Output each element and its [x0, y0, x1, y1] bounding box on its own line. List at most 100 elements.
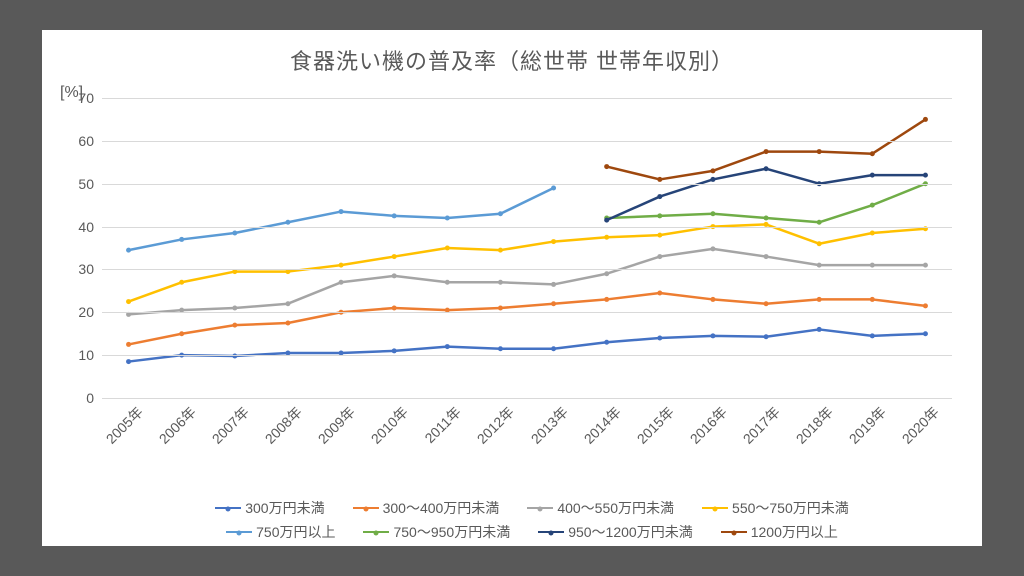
x-tick-label: 2016年 [681, 398, 731, 448]
series-marker [392, 273, 397, 278]
series-line [129, 249, 926, 315]
series-marker [817, 220, 822, 225]
x-tick-label: 2014年 [575, 398, 625, 448]
series-marker [392, 213, 397, 218]
series-marker [870, 151, 875, 156]
y-tick-label: 50 [64, 176, 102, 192]
series-marker [551, 346, 556, 351]
legend-swatch [538, 531, 564, 533]
series-line [129, 293, 926, 344]
series-marker [232, 306, 237, 311]
chart-panel: 食器洗い機の普及率（総世帯 世帯年収別） [%] 010203040506070… [42, 30, 982, 546]
series-marker [710, 168, 715, 173]
legend-marker [713, 507, 718, 512]
gridline [102, 312, 952, 313]
legend-label: 1200万円以上 [751, 522, 838, 542]
series-marker [657, 254, 662, 259]
x-tick-label: 2019年 [840, 398, 890, 448]
series-marker [710, 211, 715, 216]
series-marker [923, 263, 928, 268]
series-line [129, 188, 554, 250]
series-marker [604, 164, 609, 169]
legend-item: 750～950万円未満 [363, 522, 510, 542]
series-marker [604, 271, 609, 276]
legend-item: 1200万円以上 [721, 522, 838, 542]
series-marker [126, 342, 131, 347]
series-marker [179, 280, 184, 285]
series-marker [764, 334, 769, 339]
legend-swatch [721, 531, 747, 533]
series-marker [870, 173, 875, 178]
series-marker [923, 303, 928, 308]
series-marker [126, 299, 131, 304]
x-tick-label: 2005年 [97, 398, 147, 448]
series-marker [710, 177, 715, 182]
x-tick-label: 2007年 [203, 398, 253, 448]
legend-marker [374, 531, 379, 536]
series-marker [710, 246, 715, 251]
legend-label: 550～750万円未満 [732, 498, 849, 518]
legend-label: 400～550万円未満 [557, 498, 674, 518]
series-marker [445, 344, 450, 349]
legend-marker [237, 531, 242, 536]
legend-marker [226, 507, 231, 512]
series-marker [817, 327, 822, 332]
legend-swatch [226, 531, 252, 533]
series-marker [604, 218, 609, 223]
y-tick-label: 40 [64, 219, 102, 235]
gridline [102, 355, 952, 356]
gridline [102, 98, 952, 99]
series-marker [498, 211, 503, 216]
legend-item: 300～400万円未満 [353, 498, 500, 518]
series-marker [817, 149, 822, 154]
series-marker [870, 263, 875, 268]
gridline [102, 398, 952, 399]
x-tick-label: 2015年 [628, 398, 678, 448]
y-tick-label: 20 [64, 304, 102, 320]
legend-swatch [353, 507, 379, 509]
y-tick-label: 10 [64, 347, 102, 363]
series-marker [710, 297, 715, 302]
series-marker [764, 216, 769, 221]
legend-item: 300万円未満 [215, 498, 324, 518]
y-tick-label: 0 [64, 390, 102, 406]
series-line [129, 329, 926, 361]
series-marker [657, 336, 662, 341]
legend-label: 950～1200万円未満 [568, 522, 693, 542]
series-marker [817, 263, 822, 268]
legend-marker [731, 531, 736, 536]
gridline [102, 227, 952, 228]
series-marker [604, 235, 609, 240]
legend-label: 750万円以上 [256, 522, 335, 542]
series-marker [657, 233, 662, 238]
legend-item: 950～1200万円未満 [538, 522, 693, 542]
legend-item: 400～550万円未満 [527, 498, 674, 518]
series-marker [498, 280, 503, 285]
series-marker [923, 331, 928, 336]
series-marker [870, 297, 875, 302]
series-marker [392, 254, 397, 259]
series-lines [102, 98, 952, 398]
series-marker [817, 297, 822, 302]
series-marker [604, 340, 609, 345]
series-marker [339, 280, 344, 285]
gridline [102, 184, 952, 185]
x-tick-label: 2010年 [362, 398, 412, 448]
legend-swatch [363, 531, 389, 533]
x-tick-label: 2012年 [469, 398, 519, 448]
series-marker [551, 301, 556, 306]
series-marker [604, 297, 609, 302]
series-marker [285, 301, 290, 306]
gridline [102, 141, 952, 142]
series-marker [339, 263, 344, 268]
x-tick-label: 2011年 [416, 398, 466, 448]
series-marker [817, 241, 822, 246]
series-marker [445, 280, 450, 285]
x-tick-label: 2018年 [787, 398, 837, 448]
plot-area: 0102030405060702005年2006年2007年2008年2009年… [102, 98, 952, 398]
series-marker [339, 209, 344, 214]
series-marker [870, 203, 875, 208]
legend-marker [549, 531, 554, 536]
series-marker [657, 194, 662, 199]
legend: 300万円未満 300～400万円未満 400～550万円未満 550～750万円未満… [152, 498, 912, 542]
